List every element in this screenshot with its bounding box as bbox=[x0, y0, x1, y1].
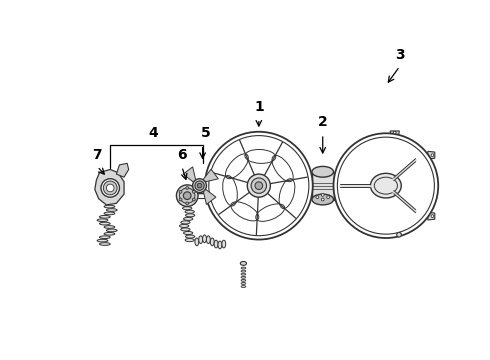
Circle shape bbox=[431, 154, 434, 157]
Ellipse shape bbox=[240, 261, 246, 265]
Circle shape bbox=[334, 133, 438, 238]
Ellipse shape bbox=[184, 231, 193, 235]
Circle shape bbox=[397, 233, 401, 237]
Ellipse shape bbox=[241, 283, 245, 284]
Circle shape bbox=[186, 202, 189, 205]
Ellipse shape bbox=[99, 222, 110, 225]
Ellipse shape bbox=[185, 210, 195, 213]
Text: 6: 6 bbox=[177, 148, 187, 162]
Ellipse shape bbox=[241, 279, 245, 281]
Circle shape bbox=[251, 178, 267, 193]
Ellipse shape bbox=[179, 224, 189, 228]
Circle shape bbox=[106, 184, 114, 192]
Ellipse shape bbox=[99, 215, 110, 218]
Ellipse shape bbox=[241, 267, 245, 269]
Ellipse shape bbox=[185, 239, 195, 242]
Ellipse shape bbox=[104, 212, 115, 215]
Polygon shape bbox=[116, 163, 129, 177]
Ellipse shape bbox=[186, 214, 195, 217]
Circle shape bbox=[179, 190, 182, 193]
Ellipse shape bbox=[241, 285, 245, 288]
Ellipse shape bbox=[184, 217, 193, 220]
Ellipse shape bbox=[99, 236, 110, 239]
Circle shape bbox=[393, 131, 396, 134]
Ellipse shape bbox=[99, 243, 110, 246]
Ellipse shape bbox=[370, 173, 401, 198]
Text: 7: 7 bbox=[92, 148, 102, 162]
Ellipse shape bbox=[210, 238, 214, 246]
Polygon shape bbox=[183, 167, 196, 184]
Ellipse shape bbox=[104, 226, 115, 228]
Ellipse shape bbox=[97, 219, 108, 221]
Circle shape bbox=[255, 182, 263, 189]
Circle shape bbox=[183, 192, 191, 199]
Circle shape bbox=[247, 174, 270, 197]
Ellipse shape bbox=[97, 239, 108, 242]
Circle shape bbox=[103, 181, 117, 195]
Ellipse shape bbox=[312, 166, 334, 177]
Text: 5: 5 bbox=[201, 126, 211, 140]
Polygon shape bbox=[181, 189, 197, 202]
Polygon shape bbox=[95, 170, 124, 205]
Bar bbox=[312, 172, 334, 199]
Ellipse shape bbox=[106, 229, 117, 232]
Circle shape bbox=[327, 196, 329, 199]
Ellipse shape bbox=[181, 228, 190, 231]
Polygon shape bbox=[428, 151, 435, 159]
Polygon shape bbox=[201, 169, 219, 183]
Circle shape bbox=[186, 186, 189, 189]
Ellipse shape bbox=[104, 233, 115, 235]
Ellipse shape bbox=[241, 276, 245, 278]
Ellipse shape bbox=[186, 235, 195, 238]
Polygon shape bbox=[203, 188, 216, 204]
Ellipse shape bbox=[199, 236, 203, 243]
Ellipse shape bbox=[195, 238, 199, 246]
Circle shape bbox=[179, 198, 182, 201]
Ellipse shape bbox=[106, 209, 117, 211]
Polygon shape bbox=[428, 212, 435, 220]
Circle shape bbox=[179, 188, 195, 203]
Circle shape bbox=[193, 198, 196, 201]
Ellipse shape bbox=[214, 240, 218, 248]
Circle shape bbox=[321, 198, 324, 201]
Polygon shape bbox=[390, 131, 399, 136]
Circle shape bbox=[193, 179, 206, 193]
Ellipse shape bbox=[222, 240, 226, 248]
Circle shape bbox=[321, 194, 324, 196]
Text: 1: 1 bbox=[254, 100, 264, 114]
Ellipse shape bbox=[312, 194, 334, 205]
Text: 2: 2 bbox=[318, 116, 328, 130]
Circle shape bbox=[193, 190, 196, 193]
Circle shape bbox=[101, 179, 120, 197]
Ellipse shape bbox=[104, 205, 115, 208]
Ellipse shape bbox=[218, 241, 222, 249]
Circle shape bbox=[176, 185, 198, 206]
Circle shape bbox=[195, 181, 204, 190]
Ellipse shape bbox=[203, 235, 206, 243]
Circle shape bbox=[205, 132, 313, 239]
Ellipse shape bbox=[241, 273, 245, 275]
Text: 3: 3 bbox=[395, 48, 405, 62]
Circle shape bbox=[316, 196, 318, 199]
Ellipse shape bbox=[183, 207, 192, 210]
Ellipse shape bbox=[241, 270, 245, 272]
Text: 4: 4 bbox=[148, 126, 158, 140]
Ellipse shape bbox=[181, 221, 190, 224]
Ellipse shape bbox=[206, 236, 210, 243]
Circle shape bbox=[431, 215, 434, 217]
Circle shape bbox=[197, 183, 202, 188]
